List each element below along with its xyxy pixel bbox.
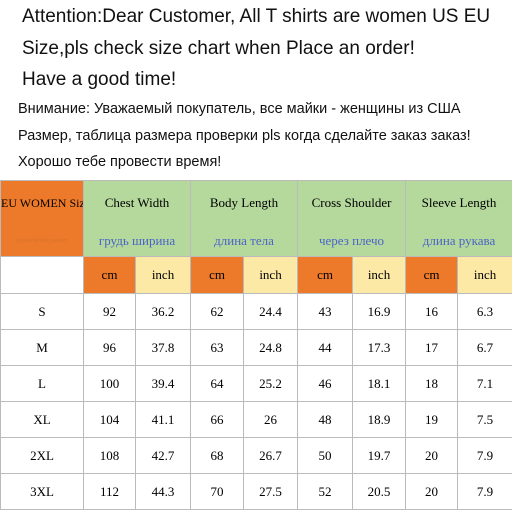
size-value: 24.8 bbox=[243, 329, 299, 366]
size-value: 100 bbox=[83, 365, 136, 402]
size-value: 96 bbox=[83, 329, 136, 366]
size-value: 16.9 bbox=[352, 293, 407, 330]
notice-line-ru: Внимание: Уважаемый покупатель, все майк… bbox=[18, 101, 461, 117]
group-title: Chest Width bbox=[82, 180, 192, 226]
size-value: 43 bbox=[297, 293, 354, 330]
size-value: 25.2 bbox=[243, 365, 299, 402]
size-value: 104 bbox=[83, 401, 136, 438]
size-value: 52 bbox=[297, 473, 354, 510]
group-subtitle: грудь ширина bbox=[82, 225, 192, 257]
notice-line: Have a good time! bbox=[22, 69, 177, 90]
unit-inch: inch bbox=[457, 256, 512, 294]
table-row: S 92 36.2 62 24.4 43 16.9 16 6.3 bbox=[0, 293, 512, 330]
size-value: 112 bbox=[83, 473, 136, 510]
size-value: 36.2 bbox=[134, 293, 192, 330]
size-label: S bbox=[0, 293, 84, 330]
group-subtitle: через плечо bbox=[297, 225, 407, 257]
size-value: 108 bbox=[83, 437, 136, 474]
size-value: 68 bbox=[190, 437, 245, 474]
unit-inch: inch bbox=[243, 256, 299, 294]
corner-subtitle: европейский размер bbox=[0, 225, 84, 257]
size-value: 6.7 bbox=[457, 329, 512, 366]
size-label: XL bbox=[0, 401, 84, 438]
size-label: 3XL bbox=[0, 473, 84, 510]
size-value: 48 bbox=[297, 401, 354, 438]
size-value: 7.9 bbox=[457, 473, 512, 510]
size-value: 92 bbox=[83, 293, 136, 330]
unit-inch: inch bbox=[134, 256, 192, 294]
size-value: 7.1 bbox=[457, 365, 512, 402]
size-value: 19 bbox=[405, 401, 459, 438]
unit-cm: cm bbox=[190, 256, 245, 294]
size-value: 27.5 bbox=[243, 473, 299, 510]
size-value: 26 bbox=[243, 401, 299, 438]
blank-cell bbox=[0, 256, 84, 294]
group-subtitle: длина тела bbox=[190, 225, 299, 257]
size-value: 39.4 bbox=[134, 365, 192, 402]
unit-cm: cm bbox=[405, 256, 459, 294]
notice-line: Size,pls check size chart when Place an … bbox=[22, 38, 415, 59]
unit-cm: cm bbox=[83, 256, 136, 294]
size-value: 18 bbox=[405, 365, 459, 402]
size-value: 64 bbox=[190, 365, 245, 402]
size-value: 62 bbox=[190, 293, 245, 330]
size-value: 42.7 bbox=[134, 437, 192, 474]
table-row: 3XL 112 44.3 70 27.5 52 20.5 20 7.9 bbox=[0, 473, 512, 510]
notice-line: Attention:Dear Customer, All T shirts ar… bbox=[22, 6, 491, 27]
table-row: M 96 37.8 63 24.8 44 17.3 17 6.7 bbox=[0, 329, 512, 366]
size-table: EU WOMEN Size Chest Width Body Length Cross… bbox=[0, 180, 512, 510]
size-value: 46 bbox=[297, 365, 354, 402]
size-value: 17 bbox=[405, 329, 459, 366]
table-row: EU WOMEN Size Chest Width Body Length Cross… bbox=[0, 180, 512, 226]
size-value: 7.9 bbox=[457, 437, 512, 474]
size-value: 24.4 bbox=[243, 293, 299, 330]
unit-cm: cm bbox=[297, 256, 354, 294]
size-value: 20 bbox=[405, 473, 459, 510]
size-value: 18.1 bbox=[352, 365, 407, 402]
size-value: 44 bbox=[297, 329, 354, 366]
size-value: 50 bbox=[297, 437, 354, 474]
corner-header: EU WOMEN Size bbox=[0, 180, 84, 226]
group-subtitle: длина рукава bbox=[405, 225, 512, 257]
size-value: 20 bbox=[405, 437, 459, 474]
size-value: 6.3 bbox=[457, 293, 512, 330]
notice-line-ru: Размер, таблица размера проверки pls ког… bbox=[18, 128, 471, 144]
size-value: 26.7 bbox=[243, 437, 299, 474]
size-value: 44.3 bbox=[134, 473, 192, 510]
size-value: 63 bbox=[190, 329, 245, 366]
size-value: 70 bbox=[190, 473, 245, 510]
unit-inch: inch bbox=[352, 256, 407, 294]
size-value: 17.3 bbox=[352, 329, 407, 366]
size-value: 41.1 bbox=[134, 401, 192, 438]
size-value: 20.5 bbox=[352, 473, 407, 510]
size-value: 7.5 bbox=[457, 401, 512, 438]
size-value: 19.7 bbox=[352, 437, 407, 474]
table-row: европейский размер грудь ширина длина тела… bbox=[0, 225, 512, 257]
table-row: L 100 39.4 64 25.2 46 18.1 18 7.1 bbox=[0, 365, 512, 402]
notice-line-ru: Хорошо тебе провести время! bbox=[18, 154, 222, 170]
size-value: 37.8 bbox=[134, 329, 192, 366]
size-value: 18.9 bbox=[352, 401, 407, 438]
group-title: Cross Shoulder bbox=[297, 180, 407, 226]
size-value: 66 bbox=[190, 401, 245, 438]
table-row: cm inch cm inch cm inch cm inch bbox=[0, 256, 512, 294]
table-row: XL 104 41.1 66 26 48 18.9 19 7.5 bbox=[0, 401, 512, 438]
group-title: Body Length bbox=[190, 180, 299, 226]
size-label: 2XL bbox=[0, 437, 84, 474]
size-value: 16 bbox=[405, 293, 459, 330]
group-title: Sleeve Length bbox=[405, 180, 512, 226]
size-label: M bbox=[0, 329, 84, 366]
size-label: L bbox=[0, 365, 84, 402]
table-row: 2XL 108 42.7 68 26.7 50 19.7 20 7.9 bbox=[0, 437, 512, 474]
